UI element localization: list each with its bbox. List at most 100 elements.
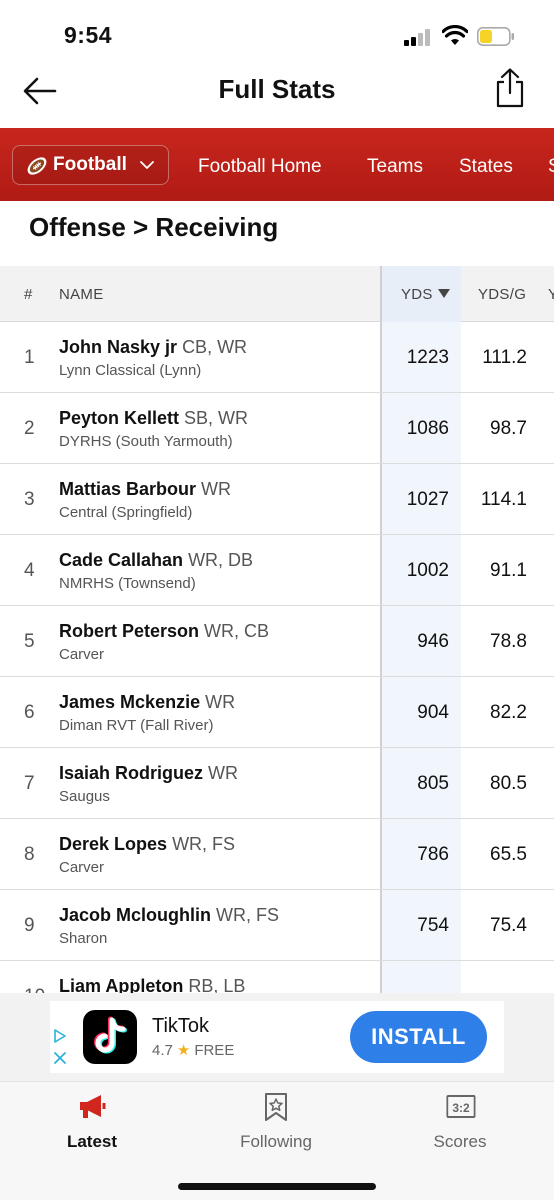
ad-app-rating: 4.7 ★ FREE xyxy=(152,1041,234,1059)
header-yds-label: YDS xyxy=(401,286,433,303)
player-position: WR xyxy=(208,763,239,783)
row-ydsg: 80.5 xyxy=(490,773,527,794)
table-row[interactable]: 7 Isaiah Rodriguez WR Saugus 805 80.5 xyxy=(0,748,554,819)
tab-latest[interactable]: Latest xyxy=(0,1082,184,1162)
player-school: DYRHS (South Yarmouth) xyxy=(59,433,233,450)
table-row[interactable]: 3 Mattias Barbour WR Central (Springfiel… xyxy=(0,464,554,535)
row-yds: 1086 xyxy=(406,418,449,439)
player-name-text: Cade Callahan xyxy=(59,550,184,570)
row-yds: 754 xyxy=(417,915,449,936)
player-position: WR xyxy=(201,479,232,499)
header-name[interactable]: NAME xyxy=(59,286,104,303)
player-name[interactable]: Mattias Barbour WR xyxy=(59,479,231,500)
row-rank: 8 xyxy=(24,844,35,865)
row-rank: 1 xyxy=(24,347,35,368)
player-position: SB, WR xyxy=(184,408,249,428)
row-yds: 904 xyxy=(417,702,449,723)
cellular-signal-icon xyxy=(404,28,434,46)
row-rank: 3 xyxy=(24,489,35,510)
megaphone-icon xyxy=(80,1095,106,1118)
player-name[interactable]: John Nasky jr CB, WR xyxy=(59,337,247,358)
player-position: WR, DB xyxy=(188,550,254,570)
player-name-text: Derek Lopes xyxy=(59,834,168,854)
row-ydsg: 75.4 xyxy=(490,915,527,936)
nav-link-partial[interactable]: S xyxy=(548,156,554,178)
player-school: Carver xyxy=(59,859,105,876)
section-breadcrumb: Offense > Receiving xyxy=(29,212,279,242)
tab-scores-label: Scores xyxy=(433,1132,487,1151)
player-school: Sharon xyxy=(59,930,108,947)
row-yds: 786 xyxy=(417,844,449,865)
row-ydsg: 98.7 xyxy=(490,418,527,439)
table-row[interactable]: 5 Robert Peterson WR, CB Carver 946 78.8 xyxy=(0,606,554,677)
row-rank: 4 xyxy=(24,560,35,581)
install-button[interactable]: INSTALL xyxy=(350,1011,487,1063)
player-name-text: Jacob Mcloughlin xyxy=(59,905,212,925)
ad-close-icon[interactable] xyxy=(53,1051,67,1065)
nav-link-football-home[interactable]: Football Home xyxy=(198,156,322,177)
table-row[interactable]: 4 Cade Callahan WR, DB NMRHS (Townsend) … xyxy=(0,535,554,606)
header-yds[interactable]: YDS xyxy=(401,286,450,303)
row-yds: 946 xyxy=(417,631,449,652)
sport-nav-bar: Football Football Home Teams States S xyxy=(0,128,554,201)
row-ydsg: 111.2 xyxy=(482,347,527,368)
home-indicator xyxy=(178,1183,376,1190)
table-row[interactable]: 10 Liam Appleton RB, LB xyxy=(0,961,554,993)
star-icon: ★ xyxy=(176,1042,191,1059)
svg-text:3:2: 3:2 xyxy=(452,1101,470,1115)
sorted-column-highlight xyxy=(382,322,461,993)
player-name[interactable]: James Mckenzie WR xyxy=(59,692,235,713)
player-name[interactable]: Peyton Kellett SB, WR xyxy=(59,408,248,429)
player-name[interactable]: Liam Appleton RB, LB xyxy=(59,976,245,993)
header-rank: # xyxy=(24,286,33,303)
player-school: NMRHS (Townsend) xyxy=(59,575,196,592)
ad-choices-icon[interactable] xyxy=(53,1029,67,1043)
row-rank: 5 xyxy=(24,631,35,652)
table-row[interactable]: 8 Derek Lopes WR, FS Carver 786 65.5 xyxy=(0,819,554,890)
table-row[interactable]: 1 John Nasky jr CB, WR Lynn Classical (L… xyxy=(0,322,554,393)
nav-link-teams[interactable]: Teams xyxy=(367,156,423,177)
player-name[interactable]: Isaiah Rodriguez WR xyxy=(59,763,238,784)
player-name-text: Isaiah Rodriguez xyxy=(59,763,204,783)
nav-link-states[interactable]: States xyxy=(459,156,513,177)
player-name[interactable]: Derek Lopes WR, FS xyxy=(59,834,235,855)
column-divider xyxy=(380,266,382,993)
player-name[interactable]: Cade Callahan WR, DB xyxy=(59,550,253,571)
back-arrow-icon[interactable] xyxy=(22,76,58,106)
tab-following[interactable]: Following xyxy=(184,1082,368,1162)
player-name[interactable]: Jacob Mcloughlin WR, FS xyxy=(59,905,279,926)
tab-scores[interactable]: 3:2 Scores xyxy=(368,1082,552,1162)
bottom-tab-bar: Latest Following 3:2 Scores xyxy=(0,1081,554,1200)
header-ydsg[interactable]: YDS/G xyxy=(478,286,527,303)
page-title: Full Stats xyxy=(218,74,336,104)
tab-latest-label: Latest xyxy=(66,1132,118,1151)
status-bar: 9:54 xyxy=(0,0,554,62)
row-rank: 2 xyxy=(24,418,35,439)
row-ydsg: 65.5 xyxy=(490,844,527,865)
row-yds: 1027 xyxy=(406,489,449,510)
player-position: WR xyxy=(205,692,236,712)
row-rank: 7 xyxy=(24,773,35,794)
player-school: Central (Springfield) xyxy=(59,504,193,521)
row-ydsg: 78.8 xyxy=(490,631,527,652)
row-rank: 9 xyxy=(24,915,35,936)
table-row[interactable]: 2 Peyton Kellett SB, WR DYRHS (South Yar… xyxy=(0,393,554,464)
share-icon[interactable] xyxy=(494,68,526,108)
wifi-icon xyxy=(442,25,468,45)
header-next-partial[interactable]: Y xyxy=(548,286,554,303)
sport-selector[interactable]: Football xyxy=(12,145,169,185)
row-rank: 10 xyxy=(24,986,45,993)
player-name-text: Robert Peterson xyxy=(59,621,200,641)
row-yds: 1223 xyxy=(406,347,449,368)
player-name[interactable]: Robert Peterson WR, CB xyxy=(59,621,269,642)
sport-selector-label: Football xyxy=(53,154,127,175)
table-row[interactable]: 9 Jacob Mcloughlin WR, FS Sharon 754 75.… xyxy=(0,890,554,961)
row-ydsg: 91.1 xyxy=(490,560,527,581)
tiktok-logo-icon[interactable] xyxy=(83,1010,137,1064)
player-name-text: Peyton Kellett xyxy=(59,408,180,428)
row-ydsg: 82.2 xyxy=(490,702,527,723)
row-rank: 6 xyxy=(24,702,35,723)
ad-card[interactable]: TikTok 4.7 ★ FREE INSTALL xyxy=(50,1001,504,1073)
table-row[interactable]: 6 James Mckenzie WR Diman RVT (Fall Rive… xyxy=(0,677,554,748)
tab-following-label: Following xyxy=(240,1132,312,1151)
